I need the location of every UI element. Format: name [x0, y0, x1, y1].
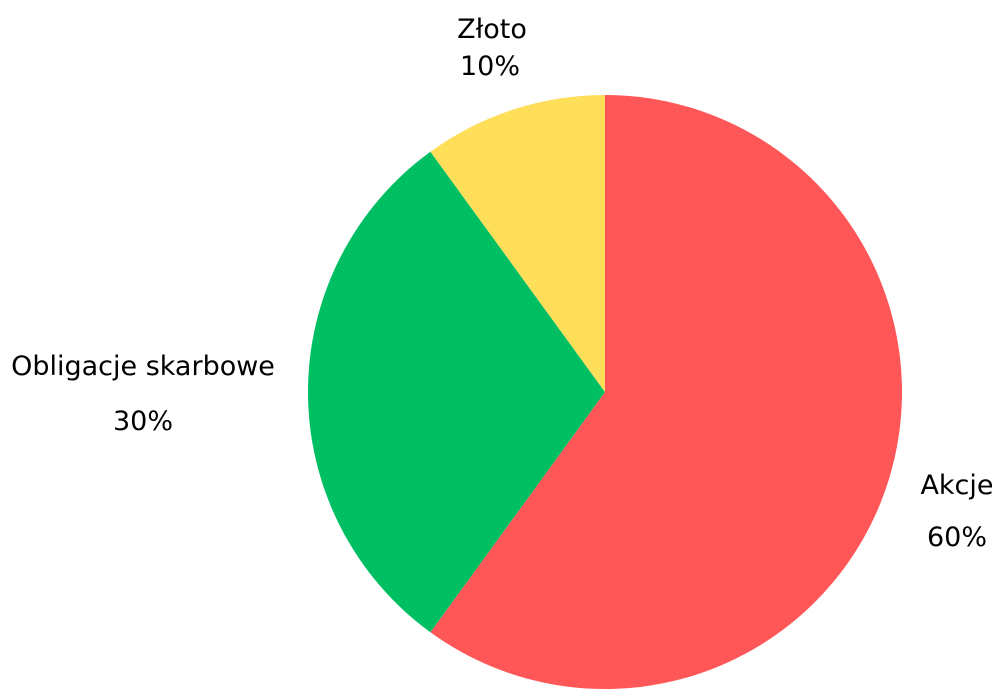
- value-label-obligacje-skarbowe: 30%: [113, 406, 173, 437]
- label-zloto: Złoto: [457, 14, 527, 45]
- label-akcje: Akcje: [920, 470, 993, 501]
- label-obligacje-skarbowe: Obligacje skarbowe: [11, 351, 275, 382]
- pie-slice-złoto: [430, 95, 605, 392]
- value-label-zloto: 10%: [460, 51, 520, 82]
- pie-slice-akcje: [430, 95, 902, 690]
- value-label-akcje: 60%: [927, 522, 987, 553]
- pie-slice-obligacje-skarbowe: [307, 151, 605, 633]
